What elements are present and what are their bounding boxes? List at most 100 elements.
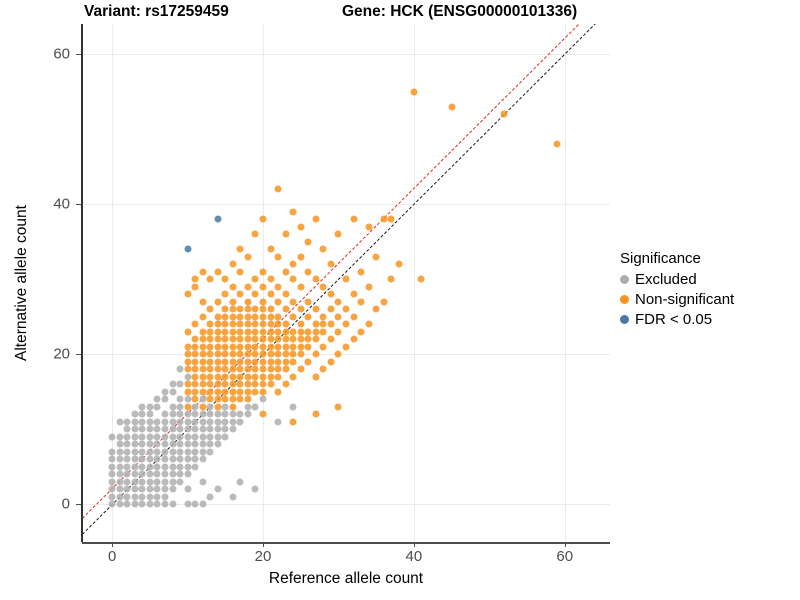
legend-item-non-significant[interactable]: Non-significant	[620, 289, 734, 309]
data-point	[214, 388, 222, 396]
data-point	[244, 313, 252, 321]
data-point	[214, 343, 222, 351]
data-point	[184, 328, 192, 336]
data-point	[116, 478, 124, 486]
data-point	[214, 365, 222, 373]
data-point	[289, 298, 297, 306]
data-point	[199, 388, 207, 396]
data-point	[289, 373, 297, 381]
data-point	[229, 350, 237, 358]
data-point	[357, 328, 365, 336]
data-point	[289, 313, 297, 321]
data-point	[251, 365, 259, 373]
data-point	[267, 328, 275, 336]
data-point	[221, 328, 229, 336]
data-point	[169, 425, 176, 433]
data-point	[229, 365, 237, 373]
data-point	[153, 403, 161, 411]
data-point	[251, 328, 259, 336]
gridline-vertical	[112, 24, 114, 542]
data-point	[221, 290, 229, 298]
data-point	[289, 350, 297, 358]
data-point	[138, 485, 146, 493]
data-point	[206, 440, 214, 448]
data-point	[138, 500, 146, 508]
data-point	[214, 328, 222, 336]
data-point	[184, 373, 192, 381]
data-point	[153, 433, 161, 441]
data-point	[244, 350, 252, 358]
data-point	[184, 500, 192, 508]
data-point	[357, 268, 365, 276]
data-point	[229, 410, 237, 418]
data-point	[123, 493, 131, 501]
data-point	[229, 358, 237, 366]
legend-item-fdr-0-05[interactable]: FDR < 0.05	[620, 309, 734, 329]
data-point	[131, 410, 139, 418]
data-point	[267, 343, 275, 351]
data-point	[229, 373, 237, 381]
data-point	[274, 335, 282, 343]
data-point	[229, 493, 237, 501]
legend-item-excluded[interactable]: Excluded	[620, 269, 734, 289]
y-axis-title: Alternative allele count	[13, 205, 30, 361]
data-point	[297, 365, 305, 373]
data-point	[131, 470, 139, 478]
data-point	[153, 478, 161, 486]
gene-title: Gene: HCK (ENSG00000101336)	[342, 3, 578, 20]
data-point	[123, 448, 131, 456]
data-point	[282, 320, 290, 328]
data-point	[259, 215, 267, 223]
data-point	[191, 425, 199, 433]
data-point	[199, 328, 207, 336]
data-point	[146, 425, 154, 433]
data-point	[169, 440, 176, 448]
data-point	[372, 253, 380, 261]
data-point	[334, 350, 342, 358]
data-point	[289, 418, 297, 426]
data-point	[108, 493, 116, 501]
data-point	[236, 305, 244, 313]
data-point	[244, 328, 252, 336]
data-point	[289, 358, 297, 366]
data-point	[214, 320, 222, 328]
data-point	[297, 350, 305, 358]
data-point	[251, 320, 259, 328]
data-point	[169, 500, 176, 508]
data-point	[153, 470, 161, 478]
data-point	[176, 448, 184, 456]
data-point	[334, 313, 342, 321]
data-point	[236, 410, 244, 418]
data-point	[146, 470, 154, 478]
data-point	[251, 403, 259, 411]
data-point	[146, 403, 154, 411]
data-point	[199, 455, 207, 463]
data-point	[267, 350, 275, 358]
data-point	[131, 448, 139, 456]
data-point	[304, 358, 312, 366]
data-point	[236, 380, 244, 388]
data-point	[116, 463, 124, 471]
data-point	[387, 215, 395, 223]
data-point	[138, 440, 146, 448]
data-point	[244, 358, 252, 366]
data-point	[206, 493, 214, 501]
data-point	[138, 403, 146, 411]
data-point	[191, 395, 199, 403]
data-point	[221, 358, 229, 366]
data-point	[161, 410, 169, 418]
data-point	[229, 395, 237, 403]
data-point	[236, 350, 244, 358]
data-point	[214, 380, 222, 388]
x-axis-title: Reference allele count	[268, 570, 424, 587]
data-point	[161, 388, 169, 396]
data-point	[259, 298, 267, 306]
data-point	[214, 485, 222, 493]
data-point	[206, 410, 214, 418]
data-point	[229, 305, 237, 313]
data-point	[206, 328, 214, 336]
legend-dot-icon	[620, 314, 629, 324]
data-point	[169, 448, 176, 456]
legend-item-label: FDR < 0.05	[635, 310, 713, 328]
data-point	[312, 373, 320, 381]
